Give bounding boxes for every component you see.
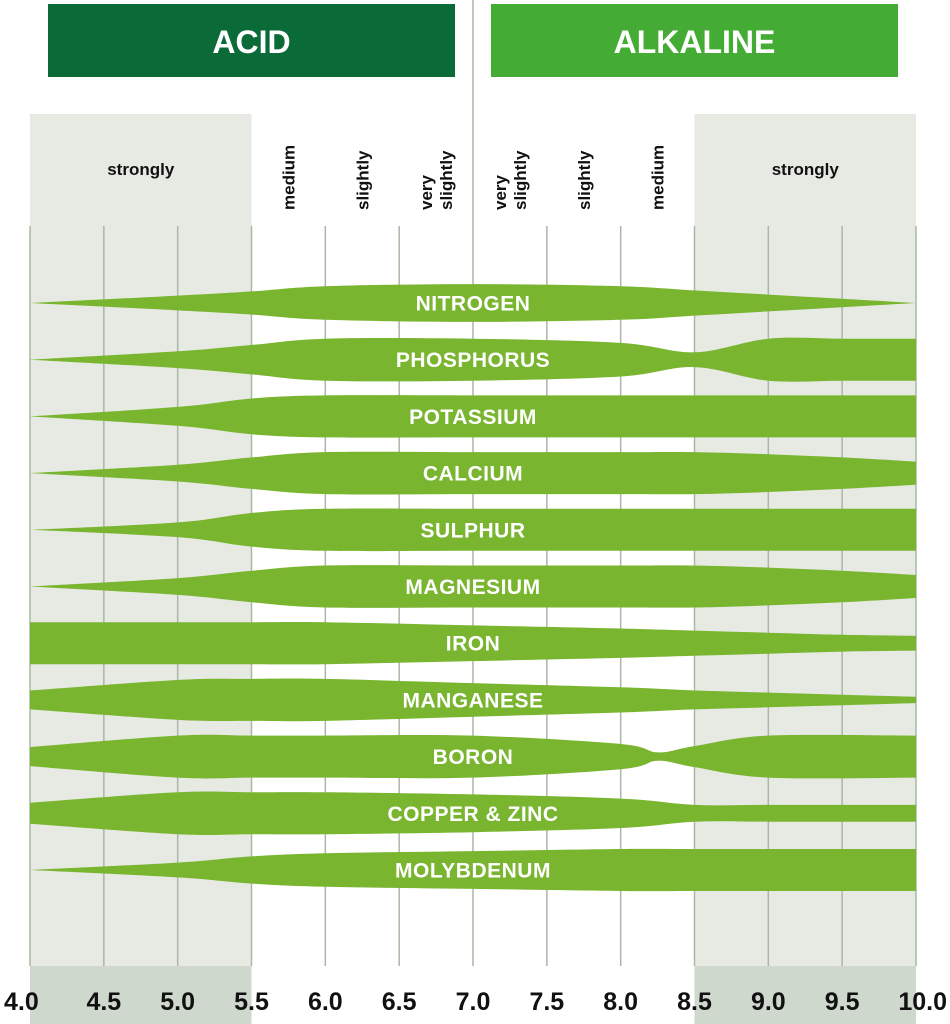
band-boron xyxy=(30,734,916,779)
level-label-6: medium xyxy=(649,145,668,210)
level-label-2: slightly xyxy=(353,150,372,210)
ph-axis-ticks: 4.0 4.5 5.0 5.5 6.0 6.5 7.0 7.5 8.0 8.5 9.0 9.5 10.0 xyxy=(4,988,947,1016)
shaded-zone-base-7 xyxy=(694,966,916,1024)
band-label-phosphorus: PHOSPHORUS xyxy=(396,349,550,372)
band-label-magnesium: MAGNESIUM xyxy=(405,576,540,599)
level-label-line-4-0: very xyxy=(491,174,510,210)
level-label-line-3-0: very xyxy=(417,174,436,210)
tick-label-0: 4.0 xyxy=(4,988,39,1016)
level-label-3: veryslightly xyxy=(417,150,456,210)
band-molybdenum xyxy=(30,848,916,892)
shaded-zone-base-0 xyxy=(30,966,252,1024)
level-label-line-6-0: medium xyxy=(649,145,668,210)
tick-label-9: 8.5 xyxy=(677,988,712,1016)
band-manganese xyxy=(30,678,916,722)
acidity-level-labels: strongly medium slightly veryslightly verysl… xyxy=(107,145,839,210)
header-box-alkaline xyxy=(491,4,898,77)
band-label-copper-zinc: COPPER & ZINC xyxy=(387,803,558,826)
band-sulphur xyxy=(30,508,916,552)
level-label-1: medium xyxy=(279,145,298,210)
band-nitrogen xyxy=(30,284,916,322)
tick-label-4: 6.0 xyxy=(308,988,343,1016)
level-label-line-4-1: slightly xyxy=(511,150,530,210)
band-copper-zinc xyxy=(30,791,916,836)
tick-label-3: 5.5 xyxy=(234,988,269,1016)
level-label-line-5-0: slightly xyxy=(575,150,594,210)
band-potassium xyxy=(30,395,916,438)
band-label-boron: BORON xyxy=(433,746,514,769)
tick-label-7: 7.5 xyxy=(529,988,564,1016)
header-label-alkaline: ALKALINE xyxy=(614,24,776,60)
tick-label-8: 8.0 xyxy=(603,988,638,1016)
acid-alkaline-headers: ACID ALKALINE xyxy=(48,4,898,77)
tick-label-2: 5.0 xyxy=(160,988,195,1016)
band-label-sulphur: SULPHUR xyxy=(420,519,525,542)
band-magnesium xyxy=(30,565,916,608)
level-label-5: slightly xyxy=(575,150,594,210)
level-label-line-2-0: slightly xyxy=(353,150,372,210)
band-label-manganese: MANGANESE xyxy=(402,689,543,712)
tick-label-6: 7.0 xyxy=(456,988,491,1016)
header-box-acid xyxy=(48,4,455,77)
band-label-potassium: POTASSIUM xyxy=(409,406,537,429)
header-label-acid: ACID xyxy=(212,24,290,60)
level-label-0: strongly xyxy=(107,160,175,179)
band-calcium xyxy=(30,451,916,495)
level-label-line-1-0: medium xyxy=(279,145,298,210)
band-phosphorus xyxy=(30,337,916,382)
band-iron xyxy=(30,621,916,665)
band-label-nitrogen: NITROGEN xyxy=(416,293,531,316)
level-label-line-3-1: slightly xyxy=(437,150,456,210)
tick-label-11: 9.5 xyxy=(825,988,860,1016)
band-label-molybdenum: MOLYBDENUM xyxy=(395,860,551,883)
tick-label-10: 9.0 xyxy=(751,988,786,1016)
band-label-calcium: CALCIUM xyxy=(423,463,523,486)
level-label-7: strongly xyxy=(772,160,840,179)
nutrient-bands: NITROGEN PHOSPHORUS POTASSIUM CALCIUM SULPHU… xyxy=(30,284,916,892)
tick-label-5: 6.5 xyxy=(382,988,417,1016)
tick-label-1: 4.5 xyxy=(86,988,121,1016)
band-label-iron: IRON xyxy=(446,633,501,656)
level-label-4: veryslightly xyxy=(491,150,530,210)
tick-label-12: 10.0 xyxy=(898,988,947,1016)
